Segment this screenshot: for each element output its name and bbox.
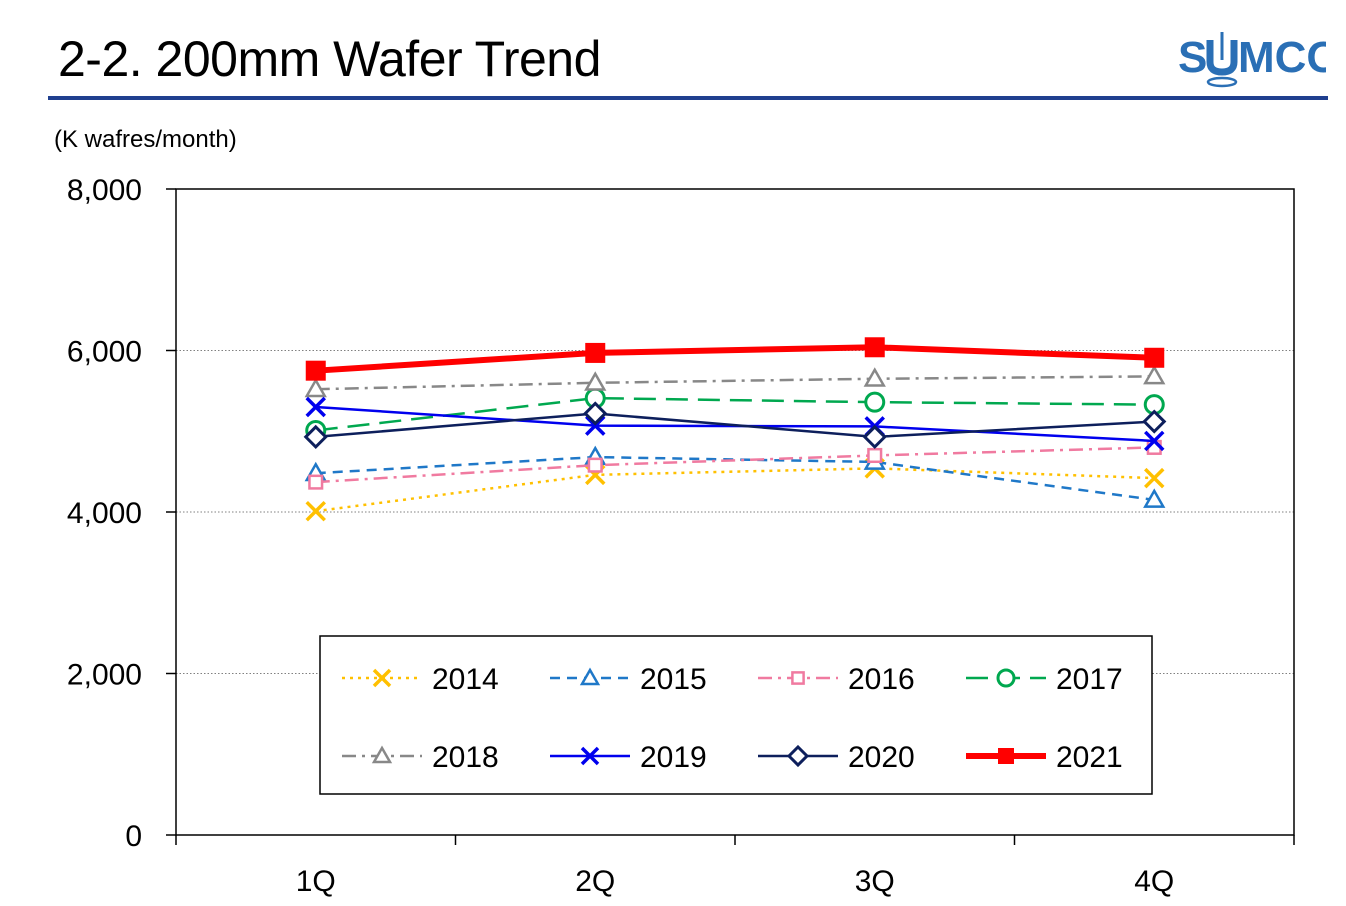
y-tick-label: 6,000 (67, 336, 142, 369)
series-2015-point (1143, 488, 1166, 508)
series-2020-point (583, 401, 608, 426)
series-2018-point (584, 371, 607, 391)
y-tick-label: 2,000 (67, 659, 142, 692)
series-2020-point (303, 424, 328, 450)
series-2014-point (305, 500, 326, 522)
legend-2021-label: 2021 (1056, 741, 1123, 774)
legend-2020-label: 2020 (848, 741, 915, 774)
y-tick-label: 4,000 (67, 497, 142, 530)
series-2018-point (1143, 364, 1166, 385)
logo-text-left: S (1178, 33, 1207, 82)
legend-2019-marker (580, 746, 600, 766)
series-2018-point (304, 377, 327, 398)
legend-2017-marker (996, 668, 1016, 688)
x-tick-label: 2Q (575, 865, 615, 898)
y-tick-label: 8,000 (67, 174, 142, 207)
series-2019-point (1144, 430, 1165, 452)
title-rule (48, 96, 1328, 100)
logo-text-right: MCO (1238, 33, 1326, 82)
legend-2019-label: 2019 (640, 741, 707, 774)
series-2019-point (305, 396, 326, 418)
legend-2018-label: 2018 (432, 741, 499, 774)
series-2020-point (1142, 409, 1167, 434)
series-2016-point (308, 474, 324, 490)
legend-2016-label: 2016 (848, 663, 915, 696)
series-2017-line (315, 396, 1155, 432)
x-tick-label: 4Q (1134, 865, 1174, 898)
series-2014-point (1144, 467, 1165, 489)
series-2017-point (864, 391, 886, 413)
y-tick-label: 0 (125, 820, 142, 853)
series-2021-point (864, 337, 885, 358)
series-2020-point (862, 424, 887, 450)
series-2020-line (315, 412, 1155, 439)
legend-2014-label: 2014 (432, 663, 499, 696)
legend-2021-marker (998, 748, 1014, 764)
series-2016-point (587, 457, 603, 473)
legend-2018-marker (371, 745, 393, 764)
series-2018-line (315, 375, 1155, 391)
x-tick-label: 3Q (855, 865, 895, 898)
legend-2014-marker (372, 668, 392, 688)
x-tick-label: 1Q (296, 865, 336, 898)
series-2021-line (315, 344, 1155, 374)
legend-box (319, 635, 1153, 795)
legend-2015-label: 2015 (640, 663, 707, 696)
company-logo: S MCO (1178, 32, 1326, 88)
series-2015-line (315, 455, 1155, 502)
legend-2016-marker (791, 671, 805, 685)
y-axis-unit-label: (K wafres/month) (54, 126, 237, 153)
series-2016-line (315, 446, 1155, 484)
series-2016-point (867, 447, 883, 464)
page-title: 2-2. 200mm Wafer Trend (58, 31, 601, 87)
series-2021-point (305, 360, 326, 381)
series-2021-point (585, 342, 606, 363)
legend-2015-marker (579, 667, 601, 686)
logo-u-glyph (1206, 32, 1238, 88)
series-2021-point (1144, 347, 1165, 368)
series-2018-point (863, 367, 886, 387)
legend-2020-marker (786, 744, 810, 768)
legend-2017-label: 2017 (1056, 663, 1123, 696)
